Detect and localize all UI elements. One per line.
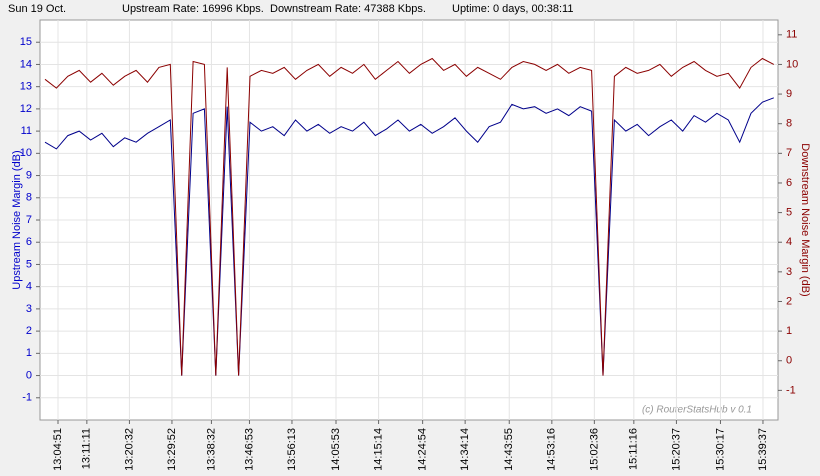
- x-tick-label: 15:30:17: [714, 428, 726, 471]
- date: Sun 19 Oct.: [8, 3, 66, 15]
- x-tick-label: 14:05:53: [330, 428, 342, 471]
- x-tick-label: 13:38:32: [205, 428, 217, 471]
- x-tick-label: 13:11:11: [81, 428, 93, 469]
- x-tick-label: 13:56:13: [286, 428, 298, 471]
- x-tick-label: 15:11:16: [628, 428, 640, 470]
- y2-tick-label: 7: [786, 147, 792, 159]
- y-tick-label: 12: [20, 103, 32, 115]
- y-tick-label: 1: [26, 347, 32, 359]
- downstream-rate: Downstream Rate: 47388 Kbps.: [270, 3, 426, 15]
- x-tick-label: 13:46:53: [243, 428, 255, 471]
- x-tick-label: 14:24:54: [417, 428, 429, 471]
- y2-axis-label: Downstream Noise Margin (dB): [799, 143, 811, 296]
- uptime: Uptime: 0 days, 00:38:11: [452, 3, 573, 15]
- y2-tick-label: 8: [786, 118, 792, 130]
- x-tick-label: 13:20:32: [123, 428, 135, 471]
- y-tick-label: 14: [20, 58, 32, 70]
- y-tick-label: 10: [20, 147, 32, 159]
- y-tick-label: 7: [26, 214, 32, 226]
- y2-tick-label: 4: [786, 236, 792, 248]
- y-tick-label: 15: [20, 36, 32, 48]
- y-tick-label: 4: [26, 281, 32, 293]
- y-tick-label: 0: [26, 369, 32, 381]
- series-line: [44, 57, 775, 376]
- y2-tick-label: 2: [786, 295, 792, 307]
- y-tick-label: 9: [26, 169, 32, 181]
- y-axis-label: Upstream Noise Margin (dB): [11, 150, 23, 289]
- y2-tick-label: 9: [786, 88, 792, 100]
- header-bar: [0, 0, 820, 18]
- upstream-rate: Upstream Rate: 16996 Kbps.: [122, 3, 264, 15]
- y-tick-label: 11: [21, 125, 32, 137]
- y2-tick-label: 5: [786, 206, 792, 218]
- x-tick-label: 14:15:14: [373, 428, 385, 471]
- x-tick-label: 15:02:36: [588, 428, 600, 471]
- y-tick-label: 6: [26, 236, 32, 248]
- y-tick-label: 2: [26, 325, 32, 337]
- y2-tick-label: 0: [786, 355, 792, 367]
- x-tick-label: 15:39:37: [757, 428, 769, 471]
- y2-tick-label: -1: [786, 384, 796, 396]
- series-line: [44, 97, 774, 376]
- y-tick-label: 5: [26, 258, 32, 270]
- x-tick-label: 14:43:55: [503, 428, 515, 471]
- x-tick-label: 14:34:14: [459, 428, 471, 471]
- y-tick-label: 3: [26, 303, 32, 315]
- x-tick-label: 13:04:51: [52, 428, 64, 471]
- y-tick-label: 13: [20, 81, 32, 93]
- y2-tick-label: 6: [786, 177, 792, 189]
- y2-tick-label: 10: [786, 58, 798, 70]
- x-tick-label: 13:29:52: [166, 428, 178, 471]
- x-tick-label: 15:20:37: [670, 428, 682, 471]
- y-tick-label: 8: [26, 192, 32, 204]
- y2-tick-label: 11: [786, 29, 797, 41]
- x-tick-label: 14:53:16: [546, 428, 558, 471]
- y2-tick-label: 1: [786, 325, 792, 337]
- y-tick-label: -1: [22, 392, 32, 404]
- y2-tick-label: 3: [786, 266, 792, 278]
- watermark: (c) RouterStatsHub v 0.1: [642, 405, 752, 416]
